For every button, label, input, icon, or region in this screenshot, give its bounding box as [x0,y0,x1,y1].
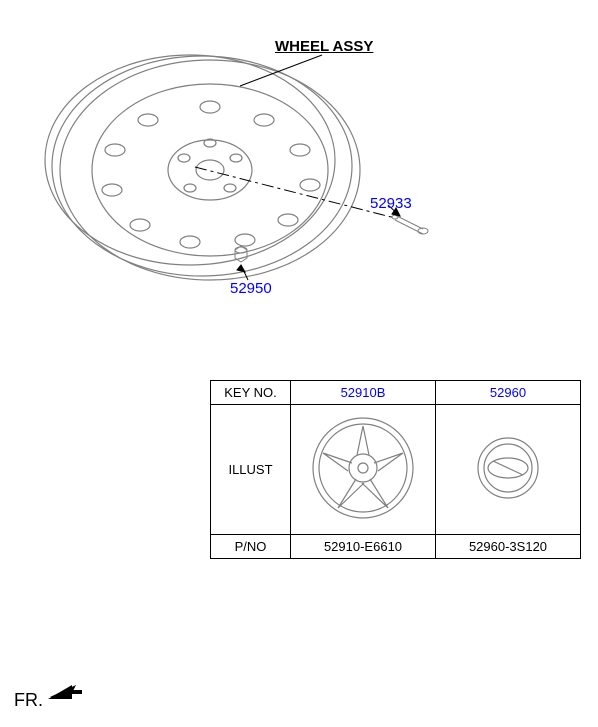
table-row: ILLUST [211,405,581,535]
part-label-nut[interactable]: 52950 [230,280,272,297]
pno-cell: 52910-E6610 [291,535,436,559]
pno-header: P/NO [211,535,291,559]
keyno-link[interactable]: 52960 [436,381,581,405]
front-arrow-icon [48,683,84,703]
title-leader [0,0,598,400]
illust-wheel [291,405,436,535]
table-row: P/NO 52910-E6610 52960-3S120 [211,535,581,559]
front-direction-label: FR. [14,690,43,711]
part-label-bolt[interactable]: 52933 [370,195,412,212]
keyno-link[interactable]: 52910B [291,381,436,405]
alloy-wheel-icon [308,413,418,523]
hub-cap-icon [473,433,543,503]
illust-header: ILLUST [211,405,291,535]
wheel-assy-title: WHEEL ASSY [275,38,373,55]
keyno-header: KEY NO. [211,381,291,405]
table-row: KEY NO. 52910B 52960 [211,381,581,405]
parts-table: KEY NO. 52910B 52960 ILLUST [210,380,581,559]
pno-cell: 52960-3S120 [436,535,581,559]
illust-cap [436,405,581,535]
